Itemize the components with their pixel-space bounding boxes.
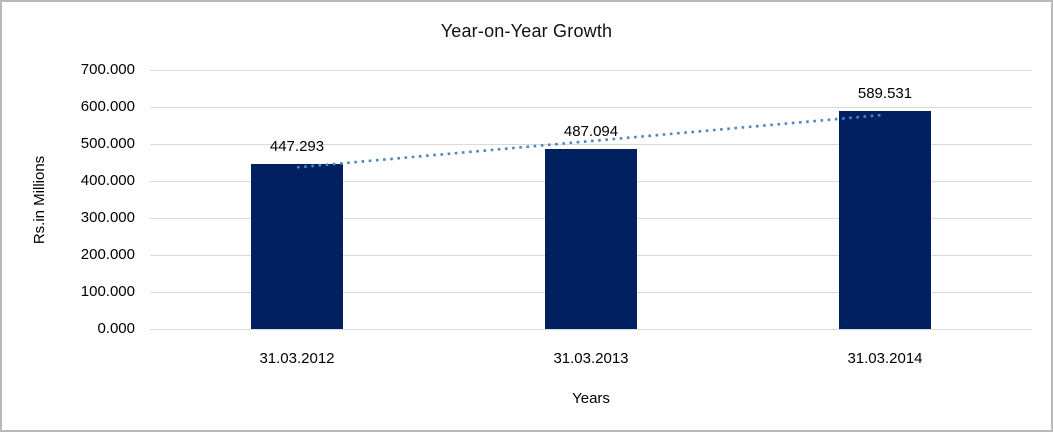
gridline xyxy=(150,69,1032,71)
x-axis-tick-label: 31.03.2012 xyxy=(259,350,335,367)
y-axis-tick-label: 700.000 xyxy=(80,61,135,78)
x-axis-tick-label: 31.03.2013 xyxy=(553,350,629,367)
y-axis-ticks: 0.000 100.000 200.000 300.000 400.000 500.000… xyxy=(2,61,135,337)
y-axis-tick-label: 100.000 xyxy=(80,283,135,300)
bar[interactable] xyxy=(545,148,637,329)
bar-value-label: 447.293 xyxy=(269,137,325,155)
bar[interactable] xyxy=(839,110,931,329)
y-axis-tick-label: 500.000 xyxy=(80,135,135,152)
plot-area: 447.293 487.094 589.531 xyxy=(150,69,1032,330)
bar[interactable] xyxy=(251,163,343,329)
x-axis-title: Years xyxy=(572,390,610,407)
bar-value-label: 589.531 xyxy=(857,84,913,102)
y-axis-title: Rs.in Millions xyxy=(31,155,48,245)
x-axis-tick-label: 31.03.2014 xyxy=(847,350,923,367)
y-axis-tick-label: 600.000 xyxy=(80,98,135,115)
gridline xyxy=(150,328,1032,330)
bar-value-label: 487.094 xyxy=(563,122,619,140)
y-axis-tick-label: 0.000 xyxy=(97,320,135,337)
chart-title: Year-on-Year Growth xyxy=(440,21,613,41)
x-axis-labels: 31.03.2012 31.03.2013 31.03.2014 xyxy=(150,349,1032,369)
y-axis-tick-label: 300.000 xyxy=(80,209,135,226)
y-axis-tick-label: 400.000 xyxy=(80,172,135,189)
gridline xyxy=(150,106,1032,108)
y-axis-tick-label: 200.000 xyxy=(80,246,135,263)
